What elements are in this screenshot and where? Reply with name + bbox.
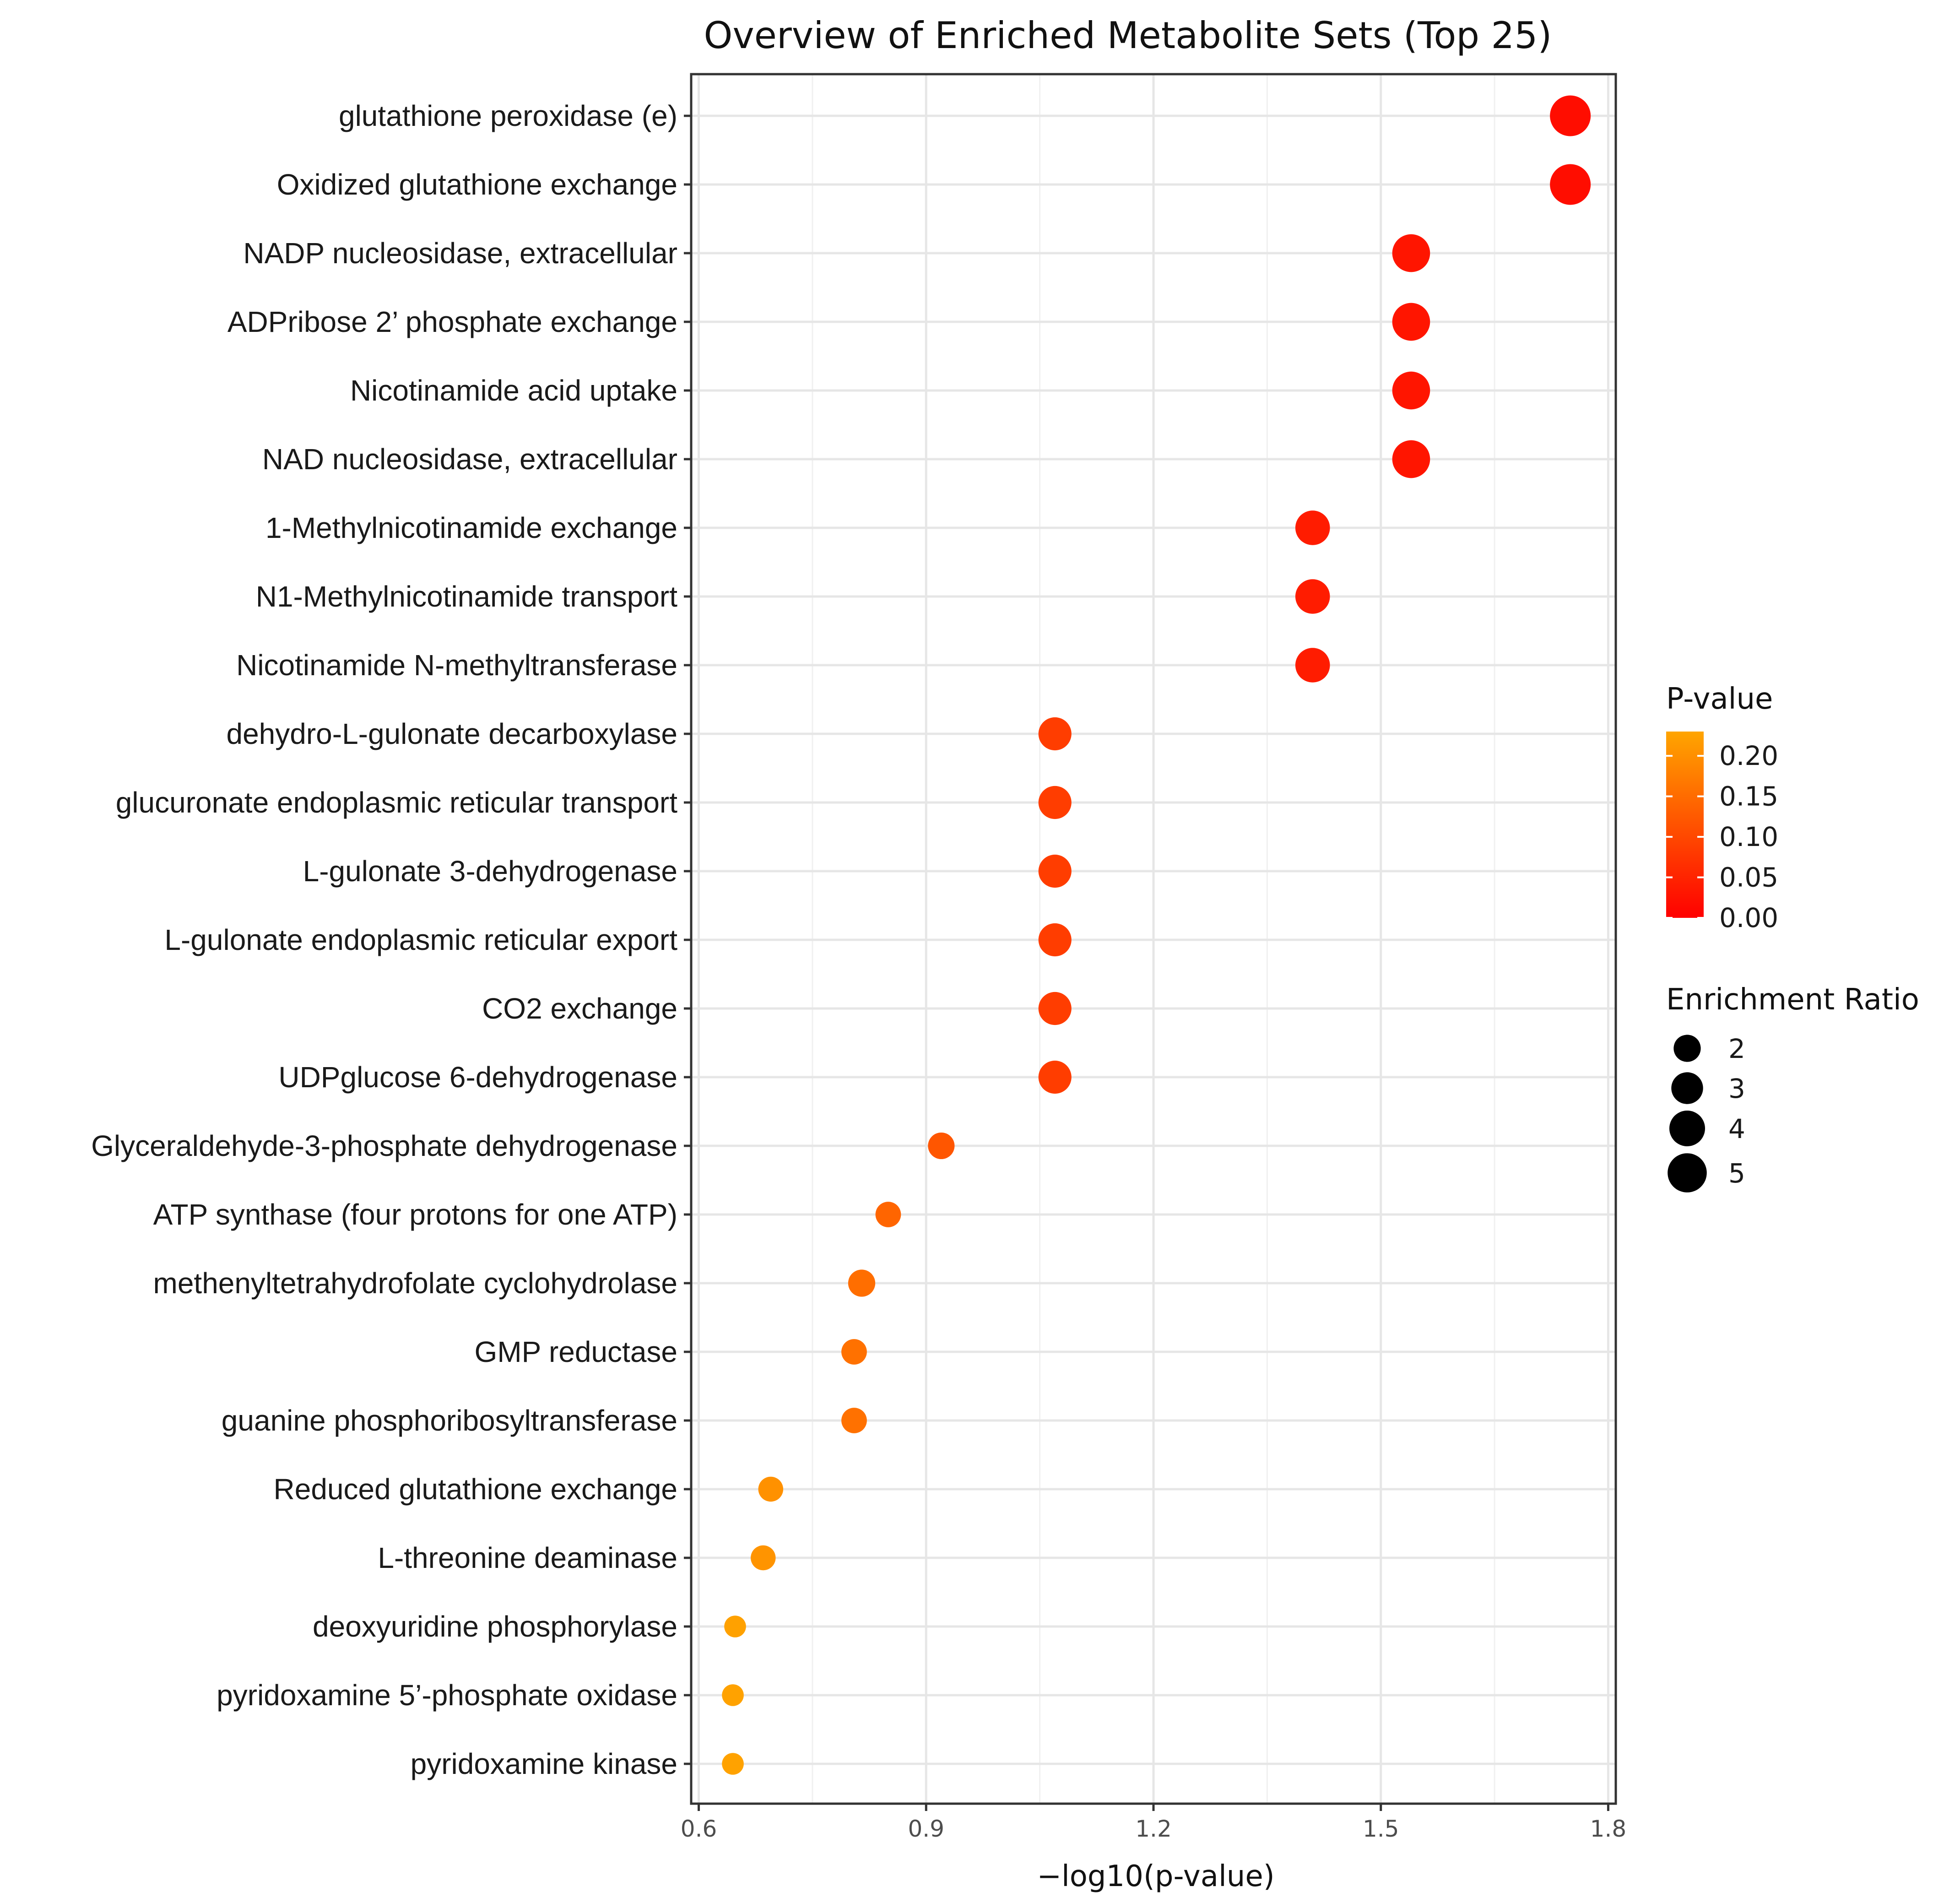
y-tick-label: methenyltetrahydrofolate cyclohydrolase <box>153 1267 678 1300</box>
y-tick-label: NAD nucleosidase, extracellular <box>262 443 677 476</box>
y-tick-label: guanine phosphoribosyltransferase <box>222 1404 677 1437</box>
data-point <box>751 1545 776 1571</box>
colorbar-label: 0.10 <box>1719 821 1778 852</box>
size-legend-label: 4 <box>1728 1113 1745 1144</box>
data-point <box>1295 648 1330 683</box>
data-point <box>1295 510 1330 545</box>
y-tick-label: Oxidized glutathione exchange <box>277 168 677 201</box>
y-tick-label: N1-Methylnicotinamide transport <box>256 580 678 613</box>
y-axis-labels: glutathione peroxidase (e) Oxidized gluta… <box>91 99 691 1780</box>
data-point <box>848 1269 876 1297</box>
size-legend-key <box>1671 1072 1703 1104</box>
size-legend-key <box>1668 1153 1707 1193</box>
data-point <box>1038 992 1072 1025</box>
data-point <box>1392 234 1430 272</box>
size-legend-label: 2 <box>1728 1033 1745 1064</box>
y-tick-label: L-threonine deaminase <box>378 1541 677 1574</box>
p-value-colorbar <box>1666 732 1704 918</box>
data-point <box>1038 923 1072 957</box>
y-tick-label: glutathione peroxidase (e) <box>339 99 677 132</box>
y-tick-label: CO2 exchange <box>482 992 677 1025</box>
y-tick-label: dehydro-L-gulonate decarboxylase <box>226 717 677 750</box>
size-legend-label: 5 <box>1728 1158 1745 1189</box>
x-tick-label: 1.8 <box>1590 1816 1627 1842</box>
size-legend-key <box>1673 1035 1701 1062</box>
data-point <box>758 1476 784 1502</box>
p-value-legend: P-value 0.20 0.15 0.10 0.05 0.00 <box>1666 682 1778 933</box>
y-tick-label: glucuronate endoplasmic reticular transp… <box>116 786 678 819</box>
p-value-legend-title: P-value <box>1666 682 1773 716</box>
chart-title: Overview of Enriched Metabolite Sets (To… <box>704 14 1552 57</box>
data-point <box>1038 786 1072 819</box>
y-tick-label: Reduced glutathione exchange <box>274 1473 677 1506</box>
colorbar-label: 0.20 <box>1719 740 1778 771</box>
y-tick-label: GMP reductase <box>475 1335 677 1368</box>
colorbar-label: 0.05 <box>1719 862 1778 893</box>
x-tick-label: 0.9 <box>908 1816 945 1842</box>
data-point <box>1038 717 1072 751</box>
y-tick-label: ADPribose 2’ phosphate exchange <box>227 305 677 338</box>
enrichment-ratio-legend-title: Enrichment Ratio <box>1666 983 1919 1017</box>
data-point <box>722 1753 744 1775</box>
enrichment-ratio-legend: Enrichment Ratio 2 3 4 5 <box>1666 983 1919 1193</box>
data-point <box>1038 854 1072 888</box>
x-tick-label: 1.2 <box>1135 1816 1172 1842</box>
colorbar-label: 0.15 <box>1719 781 1778 812</box>
size-legend-label: 3 <box>1728 1073 1745 1104</box>
y-tick-label: pyridoxamine 5’-phosphate oxidase <box>217 1679 677 1712</box>
data-points <box>722 95 1591 1775</box>
data-point <box>1550 164 1591 205</box>
y-tick-label: NADP nucleosidase, extracellular <box>243 237 677 270</box>
x-axis: 0.6 0.9 1.2 1.5 1.8 <box>681 1804 1626 1842</box>
data-point <box>1392 303 1430 341</box>
data-point <box>1550 95 1591 136</box>
y-tick-label: L-gulonate 3-dehydrogenase <box>303 855 677 888</box>
y-tick-label: Nicotinamide acid uptake <box>350 374 677 407</box>
data-point <box>1295 579 1330 614</box>
data-point <box>1038 1060 1072 1094</box>
y-tick-label: Nicotinamide N-methyltransferase <box>236 649 677 682</box>
y-tick-label: L-gulonate endoplasmic reticular export <box>164 923 677 956</box>
data-point <box>1392 371 1430 410</box>
data-point <box>724 1616 746 1637</box>
data-point <box>928 1132 955 1160</box>
x-tick-label: 0.6 <box>681 1816 717 1842</box>
x-axis-title: −log10(p-value) <box>1037 1860 1274 1893</box>
grid-lines <box>691 74 1616 1804</box>
size-legend-key <box>1669 1111 1705 1146</box>
y-tick-label: 1-Methylnicotinamide exchange <box>265 511 677 544</box>
y-tick-label: deoxyuridine phosphorylase <box>313 1610 677 1643</box>
y-tick-label: UDPglucose 6-dehydrogenase <box>278 1061 677 1094</box>
data-point <box>841 1408 867 1433</box>
y-tick-label: Glyceraldehyde-3-phosphate dehydrogenase <box>91 1129 677 1162</box>
data-point <box>841 1339 867 1365</box>
colorbar-label: 0.00 <box>1719 902 1778 933</box>
data-point <box>875 1202 901 1227</box>
data-point <box>722 1684 744 1706</box>
y-tick-label: ATP synthase (four protons for one ATP) <box>153 1198 677 1231</box>
data-point <box>1392 440 1430 478</box>
x-tick-label: 1.5 <box>1363 1816 1399 1842</box>
y-tick-label: pyridoxamine kinase <box>411 1747 677 1780</box>
